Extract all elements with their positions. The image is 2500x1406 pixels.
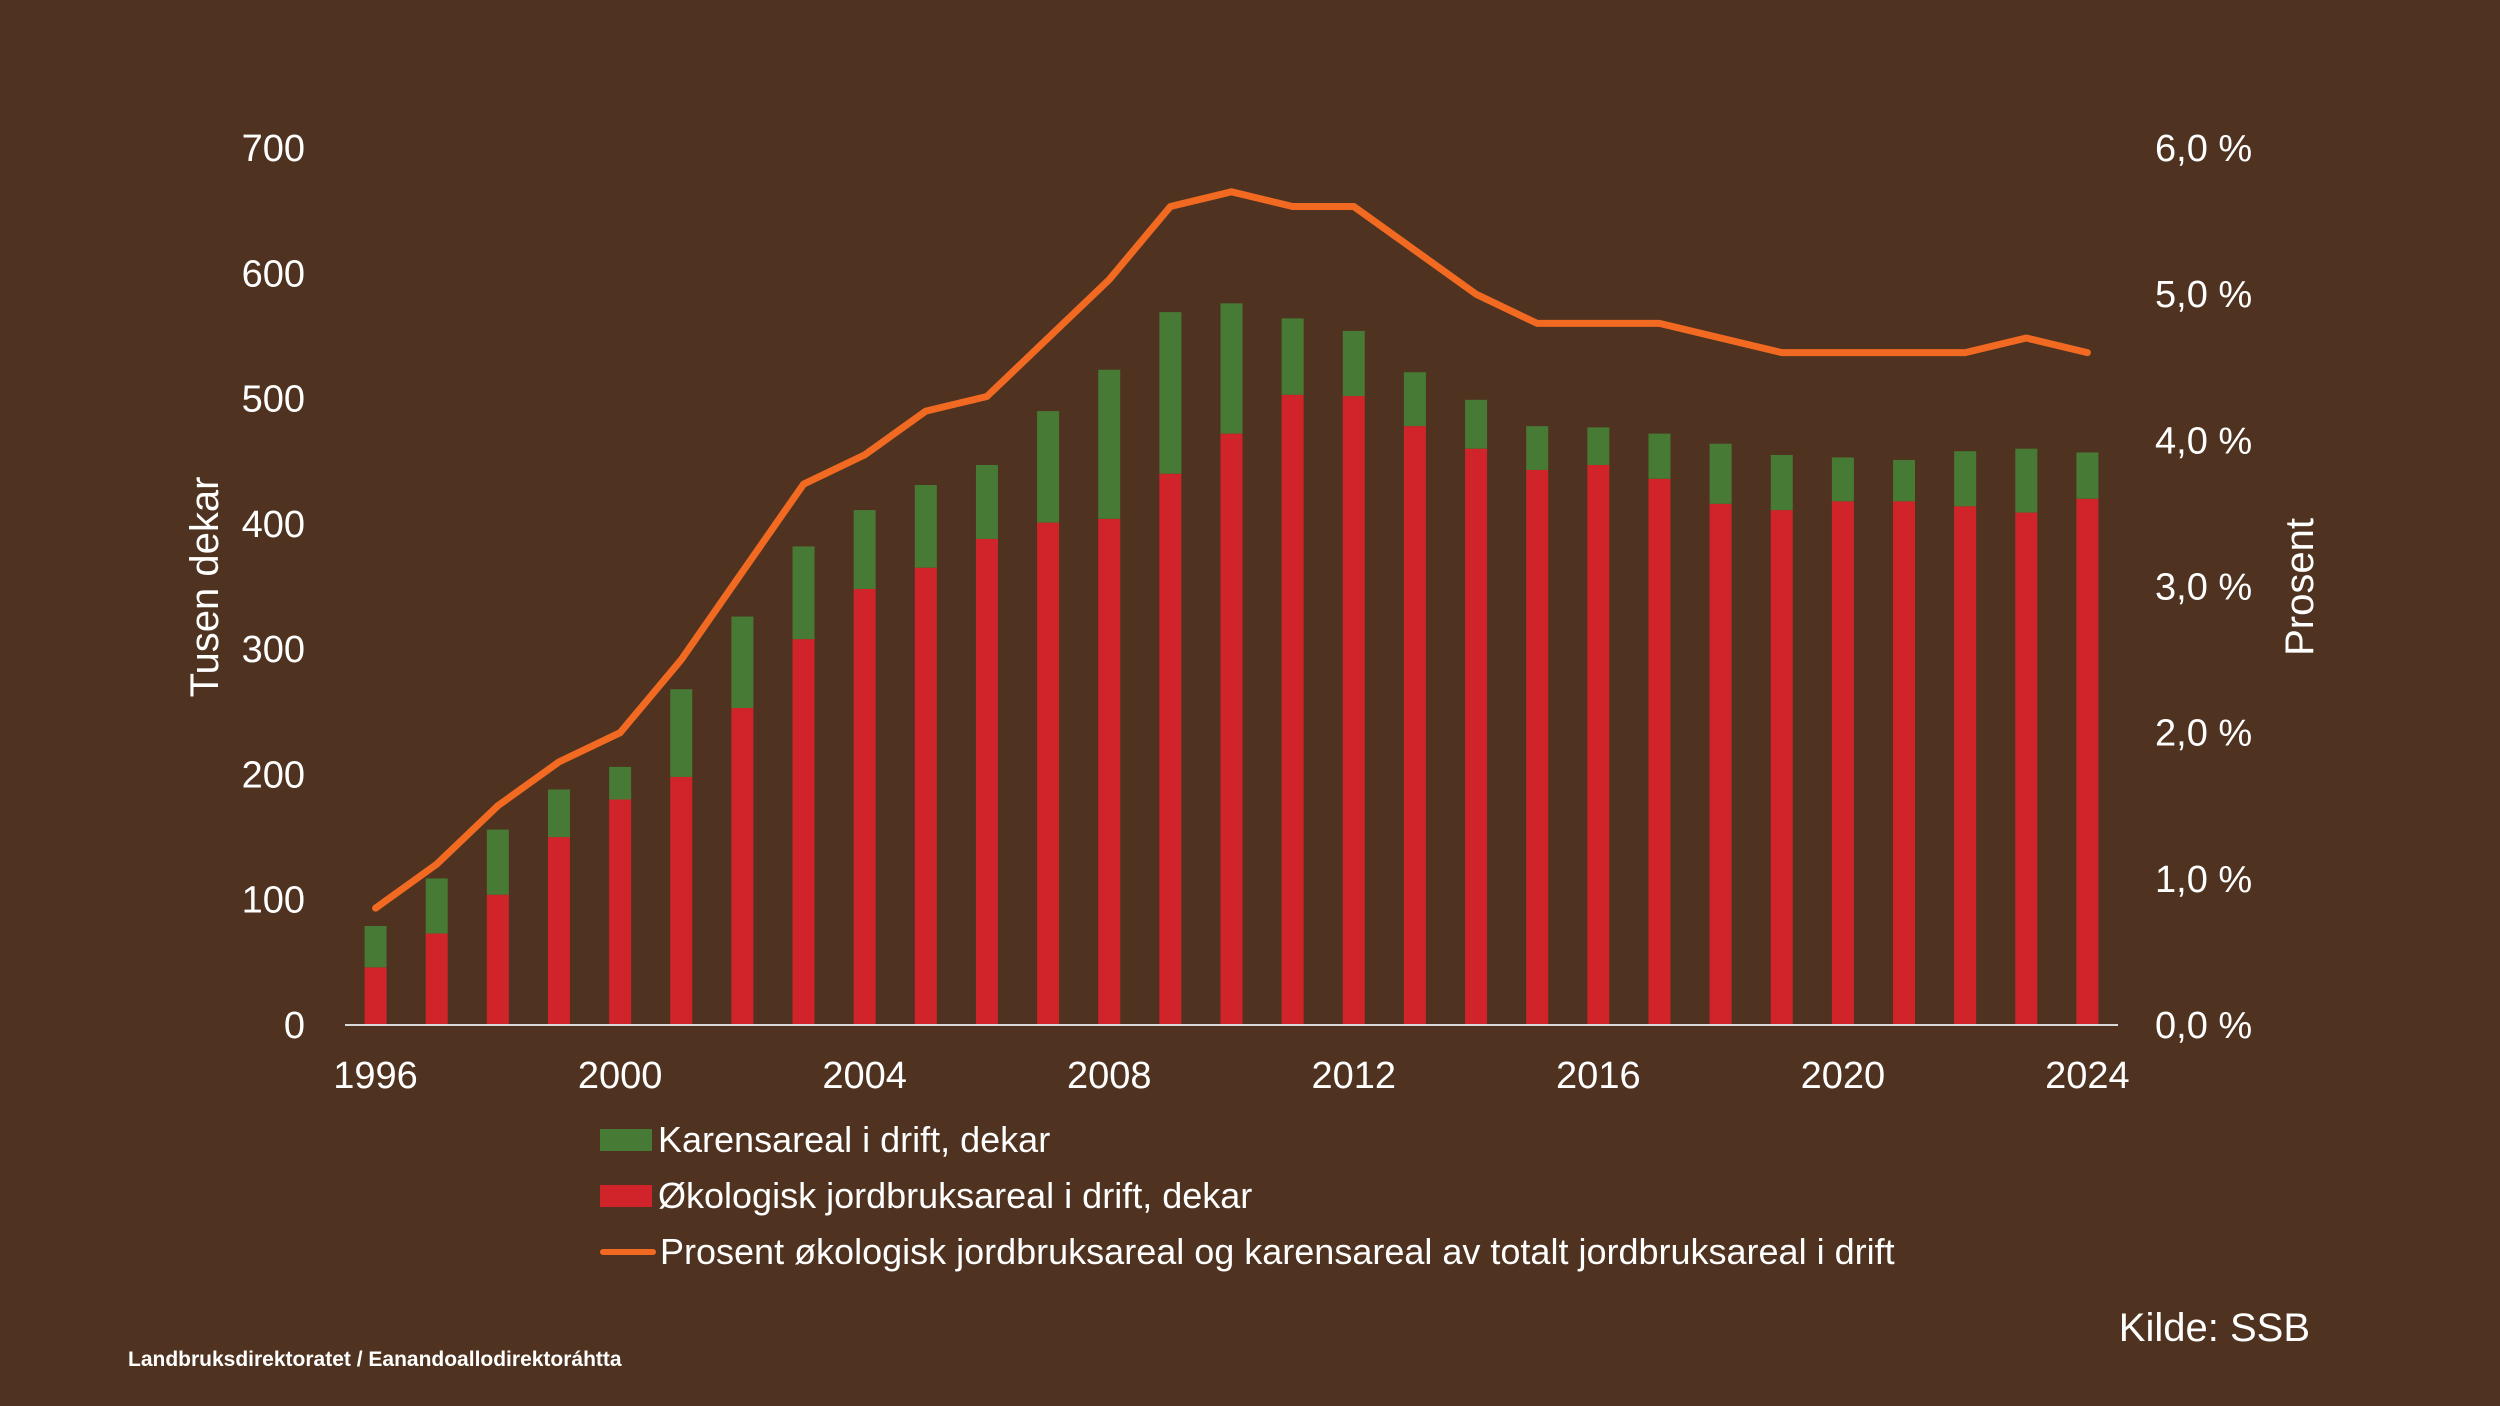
y-right-tick-label: 5,0 %: [2155, 274, 2252, 316]
bar-karensareal-2023: [2015, 448, 2038, 513]
x-tick-label: 2004: [822, 1055, 907, 1097]
legend-item-karensareal: Karensareal i drift, dekar: [600, 1112, 1895, 1168]
bar-karensareal-2002: [731, 616, 754, 709]
bar-karensareal-2011: [1281, 318, 1304, 395]
legend-label-karensareal: Karensareal i drift, dekar: [658, 1119, 1051, 1160]
bar-karensareal-2009: [1159, 312, 1182, 474]
bar-karensareal-2004: [853, 510, 876, 590]
bar-okologisk-1996: [364, 967, 387, 1025]
bar-okologisk-2013: [1403, 426, 1426, 1025]
legend-line-prosent: [600, 1249, 656, 1255]
bar-karensareal-1996: [364, 926, 387, 968]
legend-swatch-okologisk: [600, 1185, 652, 1207]
bar-okologisk-1999: [547, 837, 570, 1025]
bar-karensareal-2015: [1526, 426, 1549, 470]
x-tick-label: 2024: [2045, 1055, 2130, 1097]
y-left-tick-label: 0: [284, 1005, 305, 1047]
bar-karensareal-2005: [914, 485, 937, 568]
bar-karensareal-2000: [609, 766, 632, 800]
bar-okologisk-2014: [1465, 448, 1488, 1026]
bar-karensareal-2008: [1098, 369, 1121, 519]
bar-karensareal-2010: [1220, 303, 1243, 434]
bar-karensareal-2013: [1403, 372, 1426, 427]
y-right-tick-label: 1,0 %: [2155, 859, 2252, 901]
bar-okologisk-2022: [1954, 506, 1977, 1025]
legend-item-okologisk: Økologisk jordbruksareal i drift, dekar: [600, 1168, 1895, 1224]
bar-karensareal-2012: [1342, 330, 1365, 397]
bar-karensareal-2024: [2076, 452, 2099, 499]
bar-okologisk-1997: [425, 933, 448, 1025]
bar-karensareal-2007: [1037, 411, 1060, 523]
labels-layer: 0 100 200 300 400 500 600 700 0,0 % 1,0 % 2,0 % 3,0…: [183, 128, 2322, 1097]
y-right-tick-label: 0,0 %: [2155, 1005, 2252, 1047]
legend-label-okologisk: Økologisk jordbruksareal i drift, dekar: [658, 1175, 1253, 1216]
bar-karensareal-2003: [792, 546, 815, 640]
footer-organization: Landbruksdirektoratet / Eanandoallodirek…: [128, 1348, 622, 1371]
legend-label-prosent: Prosent økologisk jordbruksareal og kare…: [660, 1231, 1895, 1272]
y-left-tick-label: 400: [242, 504, 305, 546]
x-tick-label: 2016: [1556, 1055, 1641, 1097]
y-left-tick-label: 700: [242, 128, 305, 170]
bar-okologisk-2002: [731, 708, 754, 1025]
bar-karensareal-2017: [1648, 433, 1671, 479]
y-left-tick-label: 600: [242, 253, 305, 295]
bar-okologisk-2023: [2015, 512, 2038, 1025]
bar-okologisk-2010: [1220, 433, 1243, 1025]
bar-okologisk-2018: [1709, 503, 1732, 1026]
bar-okologisk-2009: [1159, 473, 1182, 1025]
bars-layer: [364, 303, 2099, 1026]
bar-okologisk-2003: [792, 639, 815, 1025]
bar-okologisk-2016: [1587, 464, 1610, 1025]
y-right-tick-label: 2,0 %: [2155, 713, 2252, 755]
x-tick-label: 2000: [578, 1055, 663, 1097]
legend-swatch-karensareal: [600, 1129, 652, 1151]
line-layer: [372, 188, 2091, 912]
bar-karensareal-2018: [1709, 443, 1732, 504]
bar-okologisk-2006: [975, 538, 998, 1025]
bar-okologisk-2005: [914, 567, 937, 1025]
bar-okologisk-1998: [486, 894, 509, 1025]
bar-karensareal-1997: [425, 878, 448, 934]
bar-okologisk-2001: [670, 776, 693, 1025]
y-left-tick-label: 200: [242, 754, 305, 796]
bar-okologisk-2017: [1648, 478, 1671, 1025]
y-left-axis-title: Tusen dekar: [183, 477, 227, 698]
y-right-tick-label: 3,0 %: [2155, 567, 2252, 609]
bar-okologisk-2019: [1770, 510, 1793, 1026]
bar-okologisk-2000: [609, 799, 632, 1025]
bar-okologisk-2008: [1098, 518, 1121, 1025]
bar-karensareal-2014: [1465, 399, 1488, 449]
bar-karensareal-2021: [1893, 459, 1916, 502]
bar-karensareal-1999: [547, 789, 570, 838]
bar-okologisk-2004: [853, 589, 876, 1025]
bar-karensareal-2019: [1770, 454, 1793, 511]
bar-okologisk-2015: [1526, 469, 1549, 1026]
bar-okologisk-2020: [1831, 501, 1854, 1025]
bar-karensareal-2001: [670, 689, 693, 777]
legend: Karensareal i drift, dekar Økologisk jor…: [600, 1112, 1895, 1280]
x-tick-label: 2008: [1067, 1055, 1152, 1097]
y-right-tick-label: 4,0 %: [2155, 420, 2252, 462]
bar-karensareal-1998: [486, 829, 509, 895]
footer-source: Kilde: SSB: [2118, 1306, 2310, 1350]
bar-karensareal-2020: [1831, 457, 1854, 502]
y-right-tick-label: 6,0 %: [2155, 128, 2252, 170]
x-tick-label: 1996: [333, 1055, 418, 1097]
y-left-tick-label: 500: [242, 379, 305, 421]
x-tick-label: 2020: [1801, 1055, 1886, 1097]
y-left-tick-label: 300: [242, 629, 305, 671]
bar-karensareal-2022: [1954, 451, 1977, 507]
bar-okologisk-2012: [1342, 396, 1365, 1026]
bar-okologisk-2021: [1893, 501, 1916, 1025]
y-left-tick-label: 100: [242, 880, 305, 922]
y-right-axis-title: Prosent: [2278, 518, 2322, 656]
bar-okologisk-2007: [1037, 522, 1060, 1025]
bar-okologisk-2024: [2076, 498, 2099, 1025]
bar-okologisk-2011: [1281, 394, 1304, 1025]
legend-item-prosent: Prosent økologisk jordbruksareal og kare…: [600, 1224, 1895, 1280]
bar-karensareal-2016: [1587, 427, 1610, 465]
bar-karensareal-2006: [975, 464, 998, 539]
x-tick-label: 2012: [1312, 1055, 1397, 1097]
